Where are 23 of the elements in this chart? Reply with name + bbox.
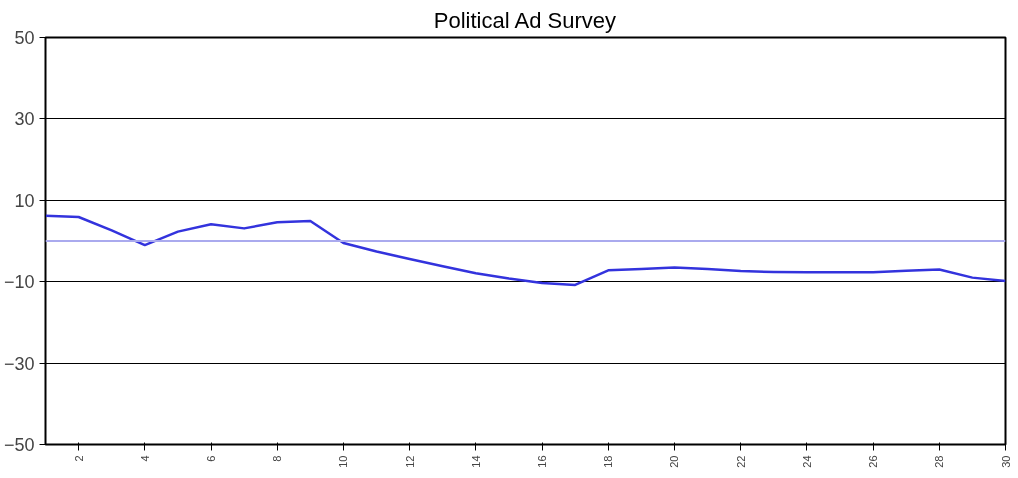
y-tick-label: −50 [3,435,35,455]
x-tick-label: 10 [337,455,350,468]
x-tick-label: 12 [403,455,416,468]
x-tick-label: 6 [205,455,218,462]
x-tick-label: 18 [602,455,615,468]
line-series [45,214,1006,287]
x-tick-label: 14 [469,455,482,468]
y-tick-label: 50 [14,28,35,48]
y-tick-label: 10 [14,190,35,211]
x-tick-label: 28 [933,455,946,468]
y-tick-label: −30 [3,353,35,374]
x-tick-label: 20 [668,455,681,468]
y-tick-label: −10 [3,272,35,293]
chart-title: Political Ad Survey [433,7,616,33]
x-tick-label: 4 [138,455,151,462]
x-tick-label: 30 [999,455,1012,468]
y-tick-label: 30 [14,109,35,130]
x-tick-label: 2 [72,455,85,462]
x-tick-label: 16 [536,455,549,468]
x-tick-label: 26 [867,455,880,468]
x-tick-label: 24 [800,455,813,468]
x-tick-label: 22 [734,455,747,468]
x-tick-label: 8 [271,455,284,462]
